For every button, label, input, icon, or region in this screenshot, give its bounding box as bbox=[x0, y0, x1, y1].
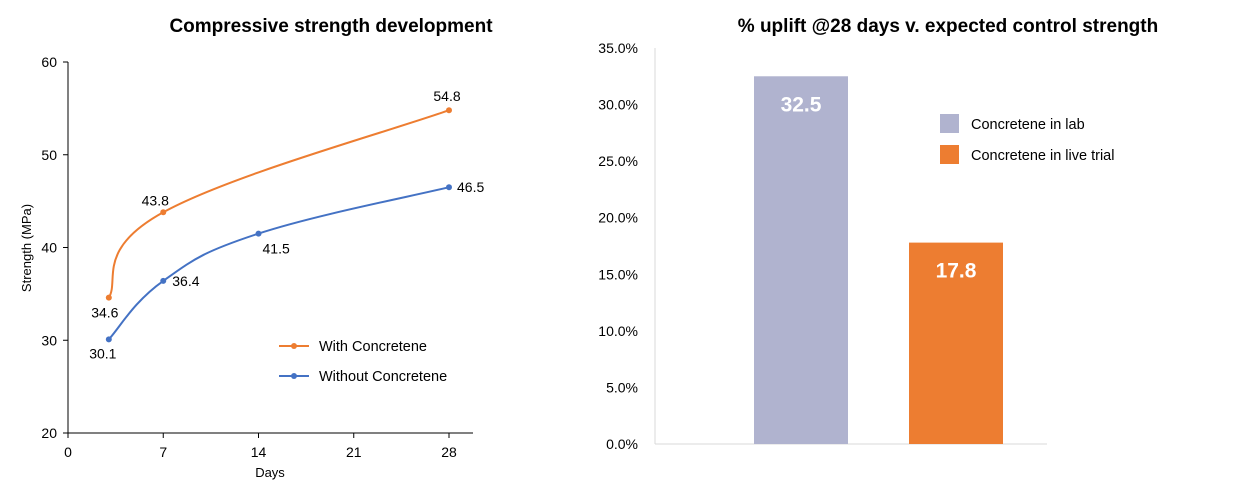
data-label: 30.1 bbox=[89, 345, 116, 361]
y-tick-label: 25.0% bbox=[598, 153, 638, 169]
legend-label: Concretene in live trial bbox=[971, 148, 1114, 164]
x-tick-label: 0 bbox=[64, 444, 72, 460]
bar-chart: % uplift @28 days v. expected control st… bbox=[598, 16, 1158, 452]
line-chart-y-axis-label: Strength (MPa) bbox=[19, 204, 34, 292]
y-tick-label: 30 bbox=[41, 332, 57, 348]
legend-swatch bbox=[940, 114, 959, 133]
data-point bbox=[160, 277, 167, 284]
y-tick-label: 15.0% bbox=[598, 266, 638, 282]
data-point bbox=[160, 209, 167, 216]
x-tick-label: 14 bbox=[251, 444, 267, 460]
bar bbox=[754, 76, 848, 445]
data-point bbox=[105, 336, 112, 343]
line-chart-title: Compressive strength development bbox=[169, 16, 493, 37]
data-label: 54.8 bbox=[433, 88, 460, 104]
legend-marker bbox=[291, 343, 297, 349]
y-tick-label: 10.0% bbox=[598, 323, 638, 339]
x-tick-label: 28 bbox=[441, 444, 457, 460]
bar-value-label: 17.8 bbox=[936, 260, 977, 283]
y-tick-label: 35.0% bbox=[598, 40, 638, 56]
legend-swatch bbox=[940, 145, 959, 164]
y-tick-label: 40 bbox=[41, 240, 57, 256]
data-point bbox=[105, 294, 112, 301]
data-label: 36.4 bbox=[172, 273, 199, 289]
y-tick-label: 50 bbox=[41, 147, 57, 163]
y-tick-label: 30.0% bbox=[598, 97, 638, 113]
x-tick-label: 21 bbox=[346, 444, 362, 460]
x-tick-label: 7 bbox=[159, 444, 167, 460]
bar-chart-title: % uplift @28 days v. expected control st… bbox=[738, 16, 1158, 37]
bar-chart-legend: Concretene in lab Concretene in live tria… bbox=[940, 114, 1114, 164]
series-line bbox=[107, 109, 450, 299]
data-label: 34.6 bbox=[91, 305, 118, 321]
y-tick-label: 20.0% bbox=[598, 210, 638, 226]
line-chart-legend: With Concretene Without Concretene bbox=[279, 339, 447, 385]
legend-label: With Concretene bbox=[319, 339, 427, 355]
y-tick-label: 5.0% bbox=[606, 379, 638, 395]
y-tick-label: 0.0% bbox=[606, 436, 638, 452]
data-label: 46.5 bbox=[457, 179, 484, 195]
legend-label: Concretene in lab bbox=[971, 117, 1085, 133]
data-point bbox=[255, 230, 262, 237]
series-line bbox=[108, 186, 450, 341]
data-point bbox=[446, 107, 452, 114]
data-label: 41.5 bbox=[263, 241, 290, 257]
bar bbox=[909, 242, 1003, 444]
legend-marker bbox=[291, 373, 297, 379]
line-chart-x-axis-label: Days bbox=[255, 465, 285, 480]
data-label: 43.8 bbox=[142, 192, 169, 208]
data-point bbox=[446, 184, 452, 191]
legend-label: Without Concretene bbox=[319, 369, 447, 385]
y-tick-label: 60 bbox=[41, 54, 57, 70]
y-tick-label: 20 bbox=[41, 425, 57, 441]
bar-value-label: 32.5 bbox=[781, 93, 822, 116]
line-chart: Compressive strength development 20 30 40 5… bbox=[19, 16, 493, 480]
